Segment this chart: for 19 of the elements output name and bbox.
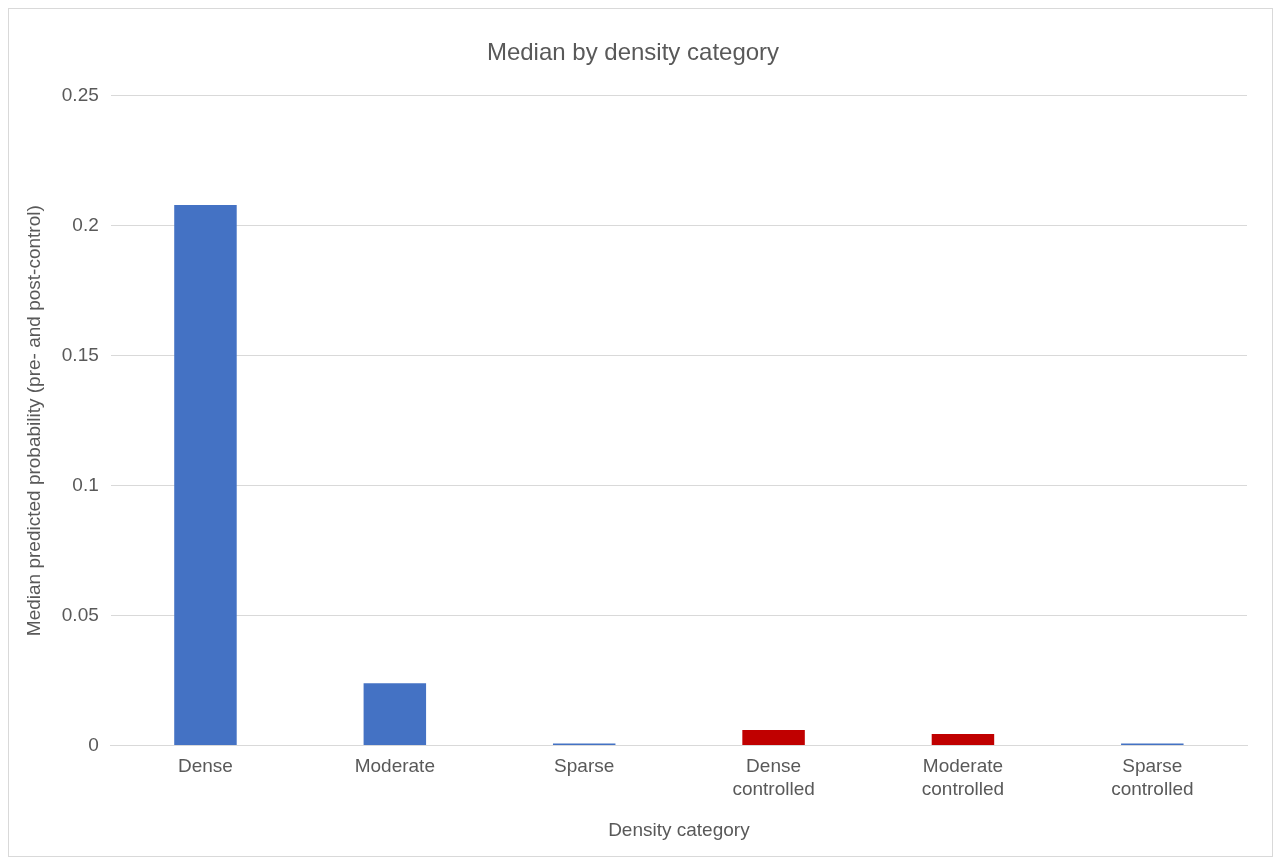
bar: [931, 733, 995, 746]
x-tick-label: Dense: [178, 755, 233, 777]
bar: [742, 730, 805, 746]
bar: [174, 204, 237, 746]
y-tick-label: 0.05: [61, 603, 99, 625]
x-axis-title: Density category: [608, 818, 751, 840]
y-tick-label: 0.15: [61, 343, 99, 365]
x-tick-label: Sparse controlled: [1111, 755, 1194, 800]
y-axis-title: Median predicted probability (pre- and post-control): [22, 205, 44, 637]
y-tick-label: 0.1: [72, 473, 99, 495]
chart-title: Median by density category: [486, 38, 780, 66]
y-tick-label: 0.2: [72, 213, 99, 235]
y-tick-label: 0.25: [61, 84, 99, 106]
x-tick-label: Dense controlled: [732, 755, 815, 800]
bar: [363, 683, 427, 746]
y-tick-label: 0: [88, 733, 99, 755]
x-tick-label: Moderate: [354, 755, 435, 777]
x-tick-label: Moderate controlled: [921, 755, 1005, 800]
x-tick-label: Sparse: [554, 755, 615, 777]
